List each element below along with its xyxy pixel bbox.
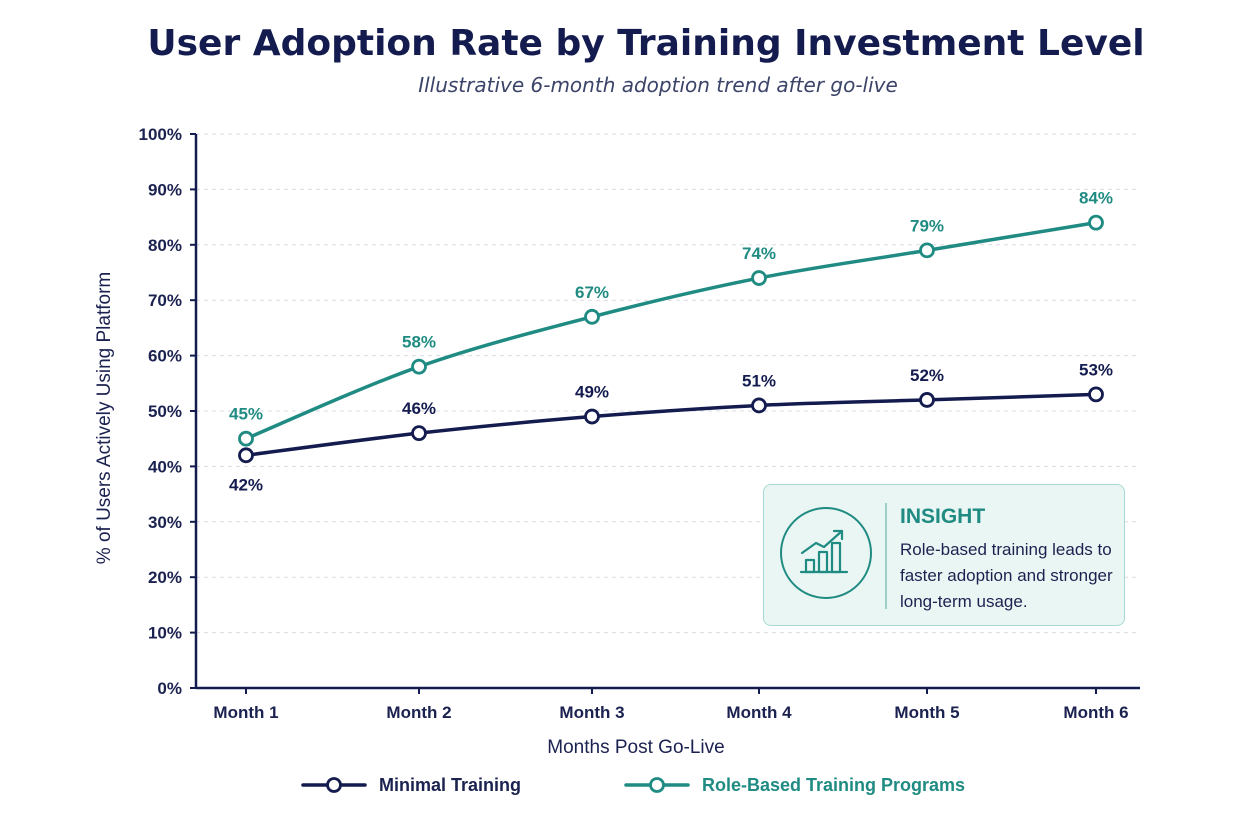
data-label: 84% bbox=[1079, 189, 1113, 208]
x-tick-label: Month 2 bbox=[386, 703, 451, 722]
data-label: 42% bbox=[229, 475, 263, 494]
data-label: 51% bbox=[742, 371, 776, 390]
x-axis-title: Months Post Go-Live bbox=[547, 737, 724, 758]
legend-marker bbox=[326, 777, 342, 793]
y-tick-label: 70% bbox=[148, 291, 182, 310]
y-axis-ticks: 0% 10% 20% 30% 40% 50% 60% 70% 80% 90% 100% bbox=[139, 125, 196, 698]
data-label: 58% bbox=[402, 333, 436, 352]
y-tick-label: 50% bbox=[148, 402, 182, 421]
data-point bbox=[411, 358, 427, 375]
data-label: 52% bbox=[910, 366, 944, 385]
data-label: 49% bbox=[575, 383, 609, 402]
growth-chart-icon bbox=[780, 507, 872, 599]
series-layer: 42% 46% 49% 51% 52% 53% 45% 58% 67% 74% 79% 84% bbox=[229, 189, 1113, 495]
x-tick-label: Month 5 bbox=[894, 703, 959, 722]
legend-label: Minimal Training bbox=[379, 775, 521, 795]
insight-text: Role-based training leads to faster adop… bbox=[900, 540, 1113, 611]
y-tick-label: 100% bbox=[139, 125, 182, 144]
y-tick-label: 20% bbox=[148, 568, 182, 587]
y-tick-label: 60% bbox=[148, 347, 182, 366]
x-tick-label: Month 3 bbox=[559, 703, 624, 722]
data-point bbox=[584, 408, 600, 425]
y-tick-label: 90% bbox=[148, 180, 182, 199]
data-point bbox=[751, 397, 767, 414]
chart-title: User Adoption Rate by Training Investmen… bbox=[147, 23, 1144, 64]
data-point bbox=[919, 242, 935, 259]
y-axis-title: % of Users Actively Using Platform bbox=[94, 272, 115, 564]
y-tick-label: 80% bbox=[148, 236, 182, 255]
series-line-minimal-training bbox=[244, 392, 1098, 458]
legend-label: Role-Based Training Programs bbox=[702, 775, 965, 795]
data-label: 67% bbox=[575, 283, 609, 302]
data-point bbox=[238, 430, 254, 447]
data-label: 53% bbox=[1079, 360, 1113, 379]
data-label: 45% bbox=[229, 405, 263, 424]
series-line-role-based-training bbox=[244, 220, 1098, 441]
data-point bbox=[1088, 214, 1104, 231]
insight-heading: INSIGHT bbox=[900, 505, 986, 528]
y-tick-label: 0% bbox=[157, 679, 182, 698]
data-point bbox=[919, 392, 935, 408]
x-tick-label: Month 4 bbox=[726, 703, 792, 722]
data-point bbox=[751, 270, 767, 286]
legend-marker bbox=[649, 777, 665, 793]
data-point bbox=[411, 425, 427, 442]
y-tick-label: 10% bbox=[148, 624, 182, 643]
chart-subtitle: Illustrative 6-month adoption trend afte… bbox=[418, 73, 898, 97]
data-label: 79% bbox=[910, 216, 944, 235]
data-point bbox=[1088, 386, 1104, 403]
x-axis-ticks: Month 1 Month 2 Month 3 Month 4 Month 5 Month… bbox=[213, 688, 1129, 722]
data-point bbox=[238, 447, 254, 464]
data-label: 74% bbox=[742, 244, 776, 263]
legend: Minimal Training Role-Based Training Prog… bbox=[301, 775, 965, 795]
x-tick-label: Month 1 bbox=[213, 703, 278, 722]
x-tick-label: Month 6 bbox=[1063, 703, 1128, 722]
data-label: 46% bbox=[402, 399, 436, 418]
data-point bbox=[584, 308, 600, 325]
y-tick-label: 30% bbox=[148, 513, 182, 532]
insight-callout: INSIGHT Role-based training leads to fas… bbox=[763, 484, 1125, 626]
y-tick-label: 40% bbox=[148, 457, 182, 476]
insight-divider bbox=[885, 503, 887, 609]
